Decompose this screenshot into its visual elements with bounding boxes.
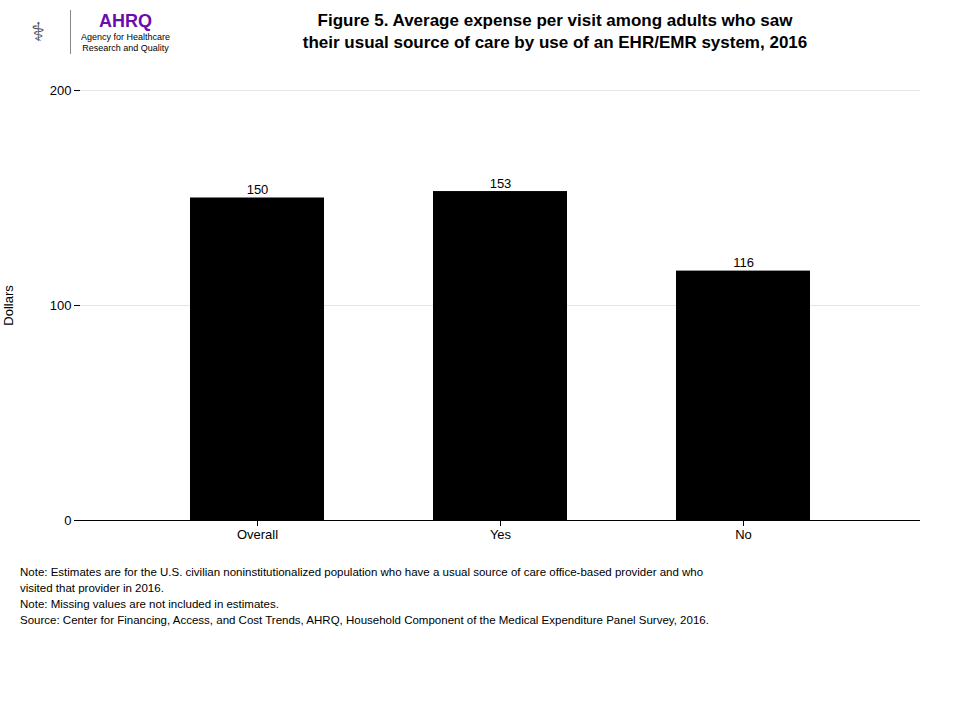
svg-text:Yes: Yes <box>490 527 512 542</box>
html-text:their usual source of care by: their usual source of care by use of an … <box>302 33 808 52</box>
svg-text:0: 0 <box>64 513 71 528</box>
html-text:Agency for Healthcare: Agency for Healthcare <box>81 31 170 42</box>
html-text:Research and Quality: Research and Quality <box>82 42 169 53</box>
html-text:AHRQ: AHRQ <box>99 10 152 31</box>
svg-text:116: 116 <box>733 255 754 270</box>
html-text:Note: Estimates are for the U.: Note: Estimates are for the U.S. civilia… <box>20 566 704 578</box>
html-text:Source: Center for Financing,: Source: Center for Financing, Access, an… <box>20 614 709 626</box>
svg-text:Overall: Overall <box>237 527 278 542</box>
html-text:Note: Missing values are not i: Note: Missing values are not included in… <box>20 598 279 610</box>
svg-text:100: 100 <box>50 298 72 313</box>
svg-text:Dollars: Dollars <box>1 285 16 326</box>
svg-text:200: 200 <box>50 83 72 98</box>
html-text:Figure 5. Average expense per: Figure 5. Average expense per visit amon… <box>317 11 793 30</box>
svg-text:150: 150 <box>247 182 269 197</box>
svg-text:153: 153 <box>490 176 512 191</box>
html-text:visited that provider in 2016.: visited that provider in 2016. <box>20 582 164 594</box>
svg-text:No: No <box>735 527 752 542</box>
